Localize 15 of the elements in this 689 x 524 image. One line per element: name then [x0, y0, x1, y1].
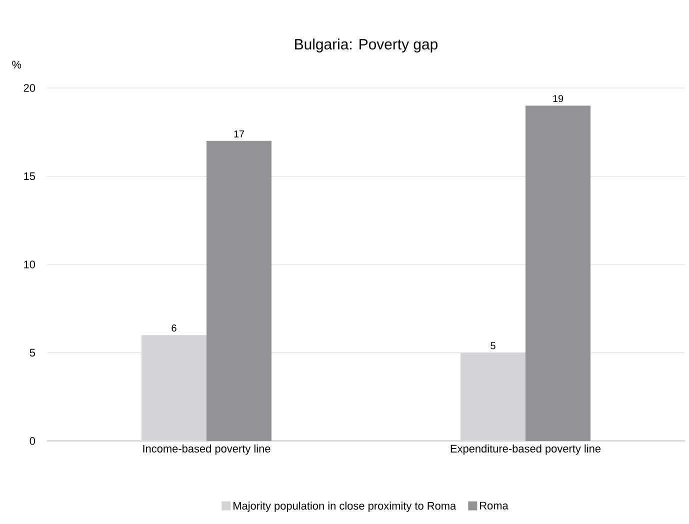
x-tick-label: Expenditure-based poverty line: [450, 444, 601, 455]
y-tick-label: 5: [30, 348, 36, 357]
y-tick-label: 0: [30, 437, 36, 445]
y-tick-label: 20: [24, 84, 36, 92]
data-label: 17: [234, 130, 244, 138]
y-tick-label: 10: [24, 260, 36, 268]
y-axis-title: %: [12, 60, 22, 68]
data-label: 5: [490, 342, 496, 350]
chart-title: Bulgaria: Poverty gap: [295, 38, 438, 52]
legend-label: Roma: [480, 502, 508, 510]
y-tick-label: 15: [24, 172, 36, 180]
data-label: 19: [553, 95, 564, 102]
legend-label: Majority population in close proximity to Roma: [234, 502, 456, 512]
x-tick-label: Income-based poverty line: [143, 444, 270, 455]
data-label: 6: [172, 324, 176, 332]
